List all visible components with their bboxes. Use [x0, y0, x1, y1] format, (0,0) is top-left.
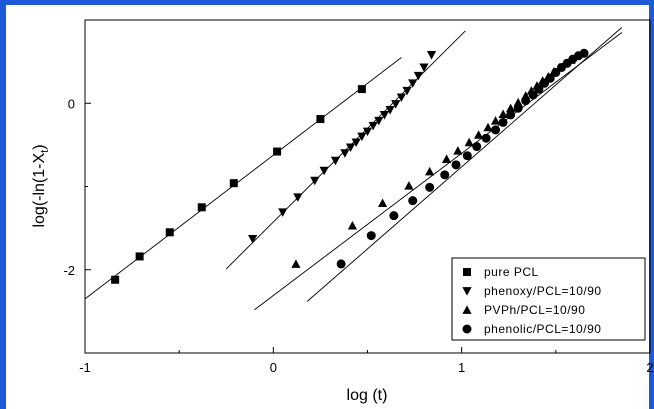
- data-point: [513, 97, 523, 107]
- data-point: [490, 116, 501, 125]
- data-point: [408, 196, 418, 206]
- data-point: [345, 143, 356, 152]
- x-axis-ticks: -1 0 1 2: [79, 347, 654, 375]
- y-axis-ticks: 0 -2: [63, 19, 91, 354]
- data-point: [111, 275, 120, 284]
- data-point: [319, 166, 329, 176]
- legend-label: PVPh/PCL=10/90: [484, 303, 585, 317]
- data-point: [389, 211, 399, 221]
- data-point: [521, 96, 531, 106]
- data-point: [357, 132, 367, 142]
- data-point: [291, 259, 301, 268]
- data-point: [278, 208, 288, 217]
- x-tick-label: 1: [458, 360, 465, 375]
- data-point: [229, 179, 238, 188]
- y-axis-label: log(-ln(1-Xt): [31, 144, 51, 227]
- data-point: [419, 63, 429, 73]
- data-point: [340, 149, 350, 158]
- series-triangle-down: [248, 51, 437, 244]
- data-point: [197, 203, 206, 212]
- data-point: [440, 170, 450, 180]
- data-point: [362, 127, 373, 137]
- legend-label: phenolic/PCL=10/90: [484, 322, 601, 336]
- data-point: [377, 198, 388, 208]
- data-point: [357, 85, 366, 94]
- fit-line: [84, 57, 402, 300]
- data-point: [347, 221, 358, 230]
- legend-box: [451, 257, 646, 341]
- data-point: [491, 125, 501, 135]
- y-axis-label-main: log(-ln(1-X: [31, 153, 48, 228]
- data-point: [534, 84, 544, 94]
- data-point: [506, 110, 516, 120]
- y-tick-label: 0: [68, 96, 75, 111]
- legend-marker: [462, 324, 472, 334]
- data-point: [310, 176, 320, 186]
- data-point: [165, 228, 174, 237]
- data-point: [374, 116, 384, 126]
- legend-marker: [463, 268, 471, 276]
- legend: pure PCL phenoxy/PCL=10/90 PVPh/PCL=10/90 p…: [451, 257, 646, 341]
- data-point: [330, 156, 341, 166]
- data-point: [385, 106, 395, 115]
- series-square: [111, 85, 366, 284]
- data-point: [464, 137, 474, 147]
- data-points: [111, 48, 589, 284]
- y-axis-label-suffix: ): [31, 144, 48, 149]
- data-point: [513, 103, 523, 113]
- data-point: [483, 122, 493, 132]
- data-point: [451, 160, 461, 170]
- data-point: [408, 79, 418, 88]
- data-point: [396, 93, 406, 103]
- fit-line: [306, 27, 623, 302]
- data-point: [545, 73, 555, 83]
- legend-label: pure PCL: [484, 265, 539, 279]
- data-point: [368, 121, 378, 131]
- data-point: [474, 130, 484, 139]
- data-point: [442, 154, 452, 163]
- data-point: [404, 181, 414, 190]
- data-point: [366, 231, 376, 241]
- y-tick-label: -2: [63, 263, 75, 278]
- data-point: [426, 51, 437, 60]
- data-point: [453, 146, 463, 155]
- series-circle: [336, 48, 589, 269]
- data-point: [498, 109, 508, 118]
- data-point: [293, 193, 303, 202]
- legend-marker: [462, 305, 472, 314]
- fit-line: [254, 32, 623, 311]
- data-point: [579, 48, 589, 58]
- data-point: [273, 147, 282, 156]
- y-axis-label-subscript: t: [39, 150, 51, 153]
- x-tick-label: -1: [79, 360, 91, 375]
- data-point: [135, 252, 144, 261]
- x-tick-label: 0: [270, 360, 277, 375]
- x-axis-label: log (t): [347, 387, 388, 404]
- data-point: [528, 90, 538, 100]
- data-point: [425, 182, 435, 192]
- data-point: [472, 142, 482, 152]
- data-point: [391, 100, 401, 109]
- data-point: [379, 110, 390, 120]
- data-point: [413, 71, 423, 81]
- data-point: [481, 133, 491, 143]
- legend-label: phenoxy/PCL=10/90: [484, 284, 602, 298]
- data-point: [425, 166, 435, 176]
- x-tick-label: 2: [646, 360, 653, 375]
- data-point: [402, 86, 412, 96]
- data-point: [248, 235, 258, 244]
- data-point: [316, 115, 325, 124]
- legend-marker: [462, 287, 472, 296]
- data-point: [462, 151, 472, 161]
- data-point: [506, 103, 516, 113]
- data-point: [498, 117, 508, 127]
- data-point: [336, 259, 346, 269]
- data-point: [351, 138, 361, 147]
